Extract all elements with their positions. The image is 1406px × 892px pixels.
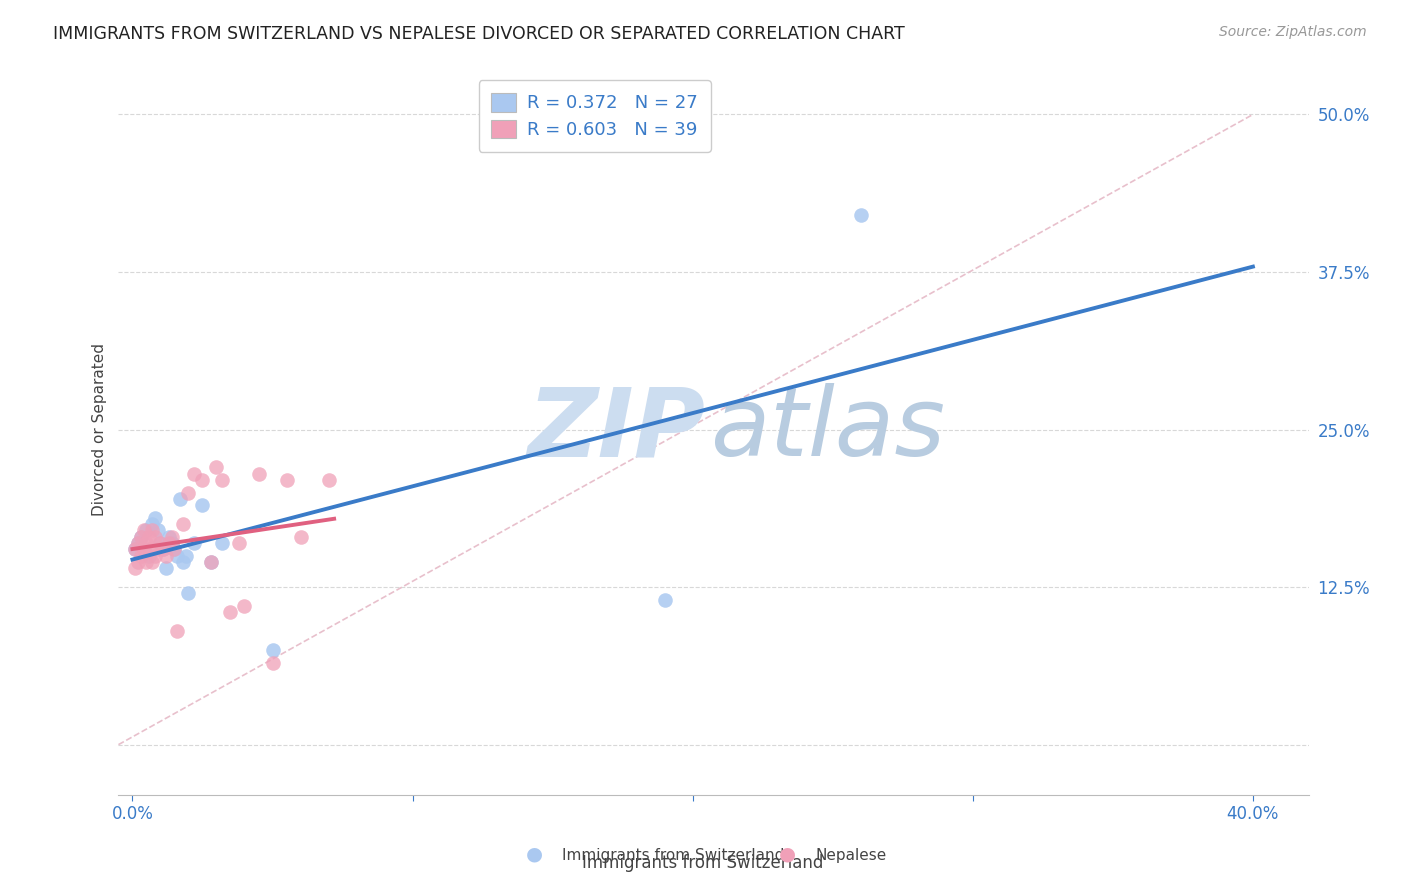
- Point: [157, 530, 180, 544]
- Point: [276, 473, 298, 487]
- Point: [177, 485, 200, 500]
- Point: [135, 536, 157, 550]
- Point: [174, 549, 197, 563]
- Text: Immigrants from Switzerland: Immigrants from Switzerland: [582, 855, 824, 872]
- Point: [219, 605, 242, 619]
- Point: [149, 536, 172, 550]
- Point: [233, 599, 256, 613]
- Point: [135, 555, 157, 569]
- Point: [160, 536, 183, 550]
- Point: [132, 542, 155, 557]
- Point: [200, 555, 222, 569]
- Point: [124, 561, 146, 575]
- Text: IMMIGRANTS FROM SWITZERLAND VS NEPALESE DIVORCED OR SEPARATED CORRELATION CHART: IMMIGRANTS FROM SWITZERLAND VS NEPALESE …: [53, 25, 905, 43]
- Point: [138, 530, 160, 544]
- Point: [138, 542, 160, 557]
- Text: Source: ZipAtlas.com: Source: ZipAtlas.com: [1219, 25, 1367, 39]
- Point: [135, 524, 157, 538]
- Point: [211, 536, 233, 550]
- Text: ●: ●: [526, 845, 543, 863]
- Point: [146, 542, 169, 557]
- Point: [157, 536, 180, 550]
- Point: [143, 510, 166, 524]
- Point: [654, 592, 676, 607]
- Point: [228, 536, 250, 550]
- Point: [155, 549, 177, 563]
- Text: Nepalese: Nepalese: [815, 848, 887, 863]
- Point: [129, 530, 152, 544]
- Point: [127, 536, 149, 550]
- Point: [262, 656, 284, 670]
- Point: [163, 542, 186, 557]
- Point: [127, 555, 149, 569]
- Point: [262, 643, 284, 657]
- Point: [211, 473, 233, 487]
- Point: [129, 530, 152, 544]
- Text: ZIP: ZIP: [527, 383, 706, 476]
- Point: [163, 542, 186, 557]
- Text: Immigrants from Switzerland: Immigrants from Switzerland: [562, 848, 785, 863]
- Point: [166, 549, 188, 563]
- Y-axis label: Divorced or Separated: Divorced or Separated: [93, 343, 107, 516]
- Point: [166, 624, 188, 639]
- Point: [146, 524, 169, 538]
- Point: [152, 542, 174, 557]
- Point: [143, 549, 166, 563]
- Point: [849, 208, 872, 222]
- Point: [191, 473, 214, 487]
- Point: [155, 561, 177, 575]
- Text: atlas: atlas: [710, 383, 945, 476]
- Point: [247, 467, 270, 481]
- Point: [205, 460, 228, 475]
- Point: [138, 549, 160, 563]
- Point: [124, 542, 146, 557]
- Point: [129, 549, 152, 563]
- Point: [169, 491, 191, 506]
- Point: [290, 530, 312, 544]
- Point: [124, 542, 146, 557]
- Legend: R = 0.372   N = 27, R = 0.603   N = 39: R = 0.372 N = 27, R = 0.603 N = 39: [478, 80, 710, 152]
- Point: [191, 498, 214, 512]
- Point: [172, 555, 194, 569]
- Point: [152, 542, 174, 557]
- Point: [141, 524, 163, 538]
- Point: [183, 536, 205, 550]
- Point: [160, 530, 183, 544]
- Point: [132, 524, 155, 538]
- Point: [183, 467, 205, 481]
- Point: [132, 542, 155, 557]
- Point: [141, 517, 163, 532]
- Point: [141, 555, 163, 569]
- Point: [149, 536, 172, 550]
- Point: [318, 473, 340, 487]
- Point: [177, 586, 200, 600]
- Text: ●: ●: [779, 845, 796, 863]
- Point: [172, 517, 194, 532]
- Point: [127, 536, 149, 550]
- Point: [200, 555, 222, 569]
- Point: [143, 530, 166, 544]
